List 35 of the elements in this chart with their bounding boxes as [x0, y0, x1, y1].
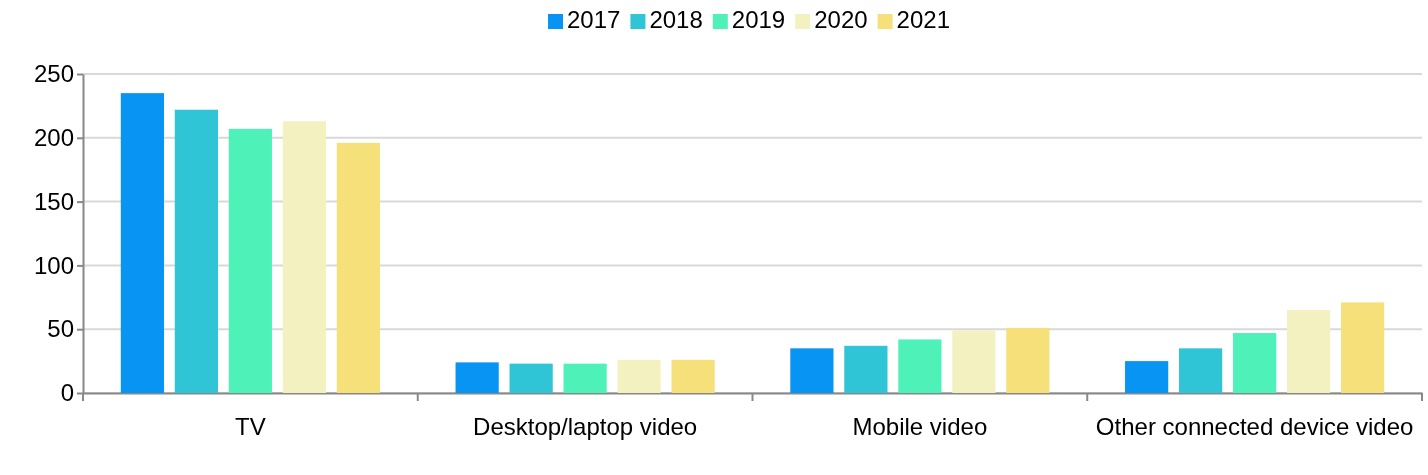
- bar: [1341, 302, 1385, 393]
- y-tick-label: 0: [60, 379, 74, 407]
- x-tick-label: TV: [235, 413, 266, 440]
- y-tick-label: 250: [33, 60, 74, 88]
- y-tick-label: 150: [33, 187, 74, 215]
- bar: [1125, 361, 1169, 393]
- legend-label: 2021: [896, 6, 950, 33]
- bar: [455, 362, 499, 393]
- legend-label: 2018: [649, 6, 703, 33]
- bar: [1179, 348, 1223, 393]
- bar: [898, 339, 942, 393]
- bar: [952, 330, 996, 393]
- legend-label: 2020: [814, 6, 868, 33]
- bar: [1006, 327, 1050, 393]
- y-tick-label: 50: [47, 315, 74, 343]
- bar: [228, 128, 272, 393]
- bar: [1287, 310, 1331, 393]
- legend-label: 2019: [731, 6, 786, 33]
- bar: [174, 109, 218, 393]
- bar: [509, 363, 553, 393]
- x-tick-label: Desktop/laptop video: [473, 413, 698, 440]
- bar: [282, 121, 326, 393]
- x-tick-label: Other connected device video: [1095, 413, 1414, 440]
- bar: [120, 93, 164, 393]
- bar: [790, 348, 834, 393]
- legend-label: 2017: [567, 6, 621, 33]
- bar: [1233, 333, 1277, 393]
- bar: [563, 363, 607, 393]
- y-tick-label: 100: [33, 251, 74, 279]
- bar: [617, 359, 661, 393]
- bar: [671, 359, 715, 393]
- x-tick-label: Mobile video: [852, 413, 988, 440]
- bar: [844, 345, 888, 393]
- bar: [336, 142, 380, 393]
- y-tick-label: 200: [33, 123, 74, 151]
